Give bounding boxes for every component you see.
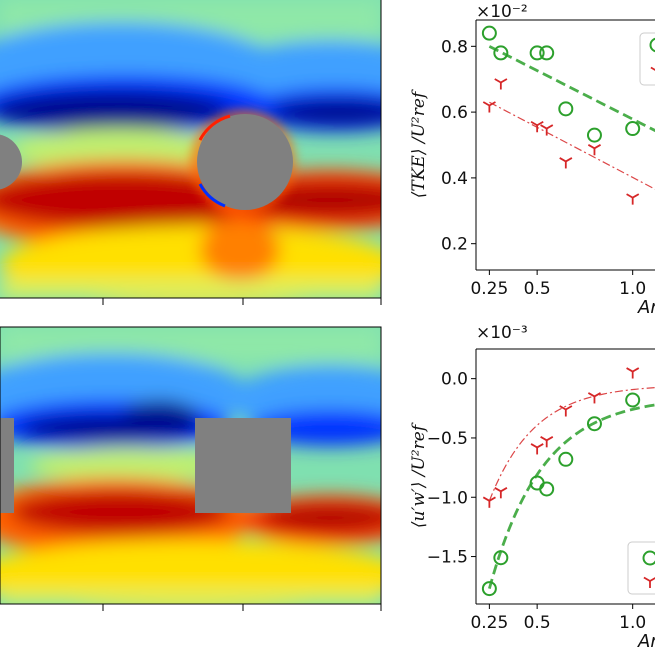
y-tick-label: 0.0 — [441, 370, 468, 390]
data-point-tri-arm — [626, 193, 634, 199]
data-point-tri-arm — [594, 144, 602, 150]
legend-marker-circle — [642, 550, 655, 566]
x-axis-label: Ar — [637, 297, 655, 318]
x-tick-label: 0.25 — [470, 613, 508, 633]
data-point-tri-arm — [530, 443, 538, 449]
fit-line — [488, 387, 655, 502]
y-axis-label: ⟨TKE⟩ /U²ref — [409, 89, 429, 198]
x-tick-label: 0.25 — [470, 279, 508, 299]
data-point-circle — [493, 550, 509, 566]
data-point-tri-arm — [500, 78, 508, 84]
x-tick-label: 1.0 — [619, 613, 646, 633]
legend-marker-circle — [649, 37, 655, 53]
data-point-tri-arm — [540, 436, 548, 442]
data-point-tri-arm — [587, 392, 595, 398]
data-point-tri — [626, 193, 640, 205]
data-point-tri-arm — [632, 193, 640, 199]
obstacle-square — [195, 418, 291, 513]
data-point-tri-arm — [587, 144, 595, 150]
data-point-tri-arm — [626, 367, 634, 373]
data-point-circle — [539, 45, 555, 61]
data-point-tri — [530, 443, 544, 455]
legend — [627, 541, 655, 595]
y-tick-label: −1.5 — [427, 548, 468, 568]
data-point-tri-arm — [650, 66, 655, 71]
data-point-circle — [493, 45, 509, 61]
data-point-circle — [529, 45, 545, 61]
data-point-tri — [540, 124, 554, 136]
data-point-tri — [559, 157, 573, 169]
data-point-circle — [625, 121, 641, 137]
data-point-tri-arm — [540, 124, 548, 130]
scatter-plot-uw: 0.0 −0.5 −1.0 −1.5 0.25 0.5 1.0 ×10⁻³ Ar ⟨u′w′⟩ /… — [409, 323, 655, 652]
data-point-tri — [540, 436, 554, 448]
data-point-circle — [586, 127, 602, 143]
y-tick-label: 0.6 — [441, 103, 468, 123]
data-point-tri-arm — [565, 405, 573, 411]
data-point-tri — [650, 66, 655, 71]
data-point-tri-arm — [559, 157, 567, 163]
data-point-tri-arm — [494, 487, 502, 493]
data-point-tri-arm — [649, 577, 655, 582]
data-point-tri-arm — [546, 124, 554, 130]
y-tick-label: −0.5 — [427, 429, 468, 449]
data-point-circle — [481, 581, 497, 597]
data-point-tri-arm — [482, 101, 490, 107]
data-point-tri-arm — [536, 443, 544, 449]
data-point-tri-arm — [632, 367, 640, 373]
data-point-tri — [626, 367, 640, 379]
legend-box — [627, 541, 655, 595]
data-point-circle — [586, 416, 602, 432]
heatmap-square-wake — [0, 327, 381, 604]
data-point-tri — [587, 144, 602, 156]
data-point-tri-arm — [530, 120, 538, 127]
data-point-tri-arm — [488, 101, 496, 107]
data-point-tri-arm — [546, 436, 554, 442]
y-exponent-label: ×10⁻² — [476, 2, 528, 22]
x-tick-label: 0.5 — [524, 613, 551, 633]
data-point-tri-arm — [488, 496, 496, 502]
x-axis-label: Ar — [637, 631, 655, 652]
heatmap-bot-frame — [0, 326, 382, 605]
data-point-circle — [481, 25, 497, 41]
data-point-tri — [494, 487, 508, 499]
data-point-tri — [530, 120, 544, 133]
x-tick-label: 0.5 — [524, 279, 551, 299]
y-tick-label: 0.2 — [441, 235, 468, 255]
data-point-circle — [558, 451, 574, 467]
data-point-circle — [558, 101, 574, 117]
x-tick-label: 1.0 — [619, 279, 646, 299]
heatmap-circle-wake — [0, 0, 381, 298]
data-point-tri — [643, 576, 655, 588]
scatter-plot-tke: 0.2 0.4 0.6 0.8 0.25 0.5 1.0 ×10⁻² Ar ⟨TKE⟩ /U²re… — [409, 2, 655, 318]
data-point-circle — [625, 392, 641, 408]
fit-line — [488, 45, 655, 133]
obstacle-square-left — [0, 418, 14, 513]
y-tick-label: 0.4 — [441, 169, 468, 189]
data-point-tri-arm — [482, 496, 490, 502]
data-point-tri-arm — [536, 120, 544, 127]
data-point-tri — [587, 392, 602, 404]
data-point-tri-arm — [643, 576, 651, 582]
obstacle-circle-left — [0, 134, 22, 190]
data-point-tri — [494, 78, 508, 90]
data-point-tri-arm — [565, 157, 573, 163]
y-axis-label: ⟨u′w′⟩ /U²ref — [409, 422, 429, 528]
y-tick-label: 0.8 — [441, 37, 468, 57]
data-point-tri-arm — [500, 487, 508, 493]
fit-line — [488, 403, 655, 589]
y-exponent-label: ×10⁻³ — [476, 323, 528, 343]
fit-line — [489, 101, 655, 190]
data-point-tri — [482, 496, 496, 508]
y-tick-label: −1.0 — [427, 488, 468, 508]
data-point-tri-arm — [494, 78, 502, 84]
data-point-circle — [539, 481, 555, 497]
data-point-tri — [482, 101, 496, 113]
data-point-tri — [559, 405, 573, 417]
legend — [639, 32, 655, 86]
data-point-tri-arm — [594, 392, 602, 398]
obstacle-circle — [197, 114, 293, 210]
data-point-tri-arm — [559, 405, 567, 411]
